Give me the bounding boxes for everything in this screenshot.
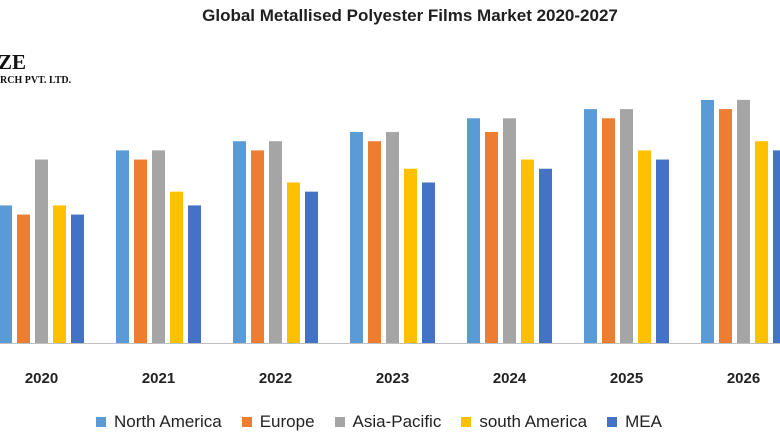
legend-item-asia-pacific: Asia-Pacific <box>334 412 442 432</box>
logo-sub-text: RCH PVT. LTD. <box>0 75 72 86</box>
chart-title: Global Metallised Polyester Films Market… <box>202 6 618 25</box>
bar-2023-asia-pacific <box>386 132 399 343</box>
bar-2020-south-america <box>53 205 66 343</box>
legend-item-europe: Europe <box>241 412 315 432</box>
bar-2023-europe <box>368 141 381 343</box>
bar-2024-mea <box>539 168 552 343</box>
bar-chart: 2020 2021 2022 2023 2024 2025 2026 <box>0 99 780 387</box>
x-tick-label: 2022 <box>259 370 292 387</box>
bar-2026-europe <box>719 109 732 343</box>
bar-2025-north-america <box>584 109 597 343</box>
bar-2025-south-america <box>638 150 651 343</box>
bar-2022-north-america <box>233 141 246 343</box>
bar-2023-north-america <box>350 132 363 343</box>
x-tick-label: 2021 <box>142 370 175 387</box>
legend: North America Europe Asia-Pacific south Ame… <box>96 412 682 432</box>
legend-label: North America <box>114 412 222 431</box>
legend-swatch <box>334 417 345 427</box>
bar-2023-south-america <box>404 168 417 343</box>
bar-2026-asia-pacific <box>737 99 750 344</box>
bar-2024-south-america <box>521 159 534 343</box>
legend-swatch <box>241 417 252 427</box>
legend-item-north-america: North America <box>96 412 222 432</box>
bar-2026-north-america <box>701 99 714 344</box>
bar-2020-north-america <box>0 205 12 343</box>
logo: ZE RCH PVT. LTD. <box>0 52 71 86</box>
bar-2024-north-america <box>467 118 480 343</box>
bar-2025-europe <box>602 118 615 343</box>
x-tick-label: 2023 <box>376 370 409 387</box>
bar-2026-mea <box>773 150 780 343</box>
bar-2023-mea <box>422 182 435 343</box>
bar-2021-mea <box>188 205 201 343</box>
bar-2025-mea <box>656 159 669 343</box>
bar-2022-mea <box>305 191 318 343</box>
bar-2020-mea <box>71 214 84 343</box>
legend-item-south-america: south America <box>461 412 587 432</box>
x-tick-label: 2024 <box>493 370 527 387</box>
bar-2020-asia-pacific <box>35 159 48 343</box>
logo-main-text: ZE <box>0 50 27 74</box>
bar-2020-europe <box>17 214 30 343</box>
bar-2022-asia-pacific <box>269 141 282 343</box>
legend-swatch <box>607 417 618 427</box>
bar-2025-asia-pacific <box>620 109 633 343</box>
bar-2022-europe <box>251 150 264 343</box>
bar-2021-south-america <box>170 191 183 343</box>
bar-2022-south-america <box>287 182 300 343</box>
legend-label: MEA <box>625 412 662 431</box>
legend-swatch <box>96 417 106 427</box>
bar-2021-asia-pacific <box>152 150 165 343</box>
legend-swatch <box>461 417 472 427</box>
x-tick-label: 2025 <box>610 370 643 387</box>
x-tick-label: 2026 <box>727 370 760 387</box>
legend-item-mea: MEA <box>607 412 662 432</box>
bar-2024-asia-pacific <box>503 118 516 343</box>
legend-label: Europe <box>259 412 315 431</box>
bar-2021-north-america <box>116 150 129 343</box>
bar-2026-south-america <box>755 141 768 343</box>
x-tick-label: 2020 <box>25 370 58 387</box>
bar-2024-europe <box>485 132 498 343</box>
legend-label: south America <box>479 412 588 431</box>
legend-label: Asia-Pacific <box>352 412 442 431</box>
bar-2021-europe <box>134 159 147 343</box>
